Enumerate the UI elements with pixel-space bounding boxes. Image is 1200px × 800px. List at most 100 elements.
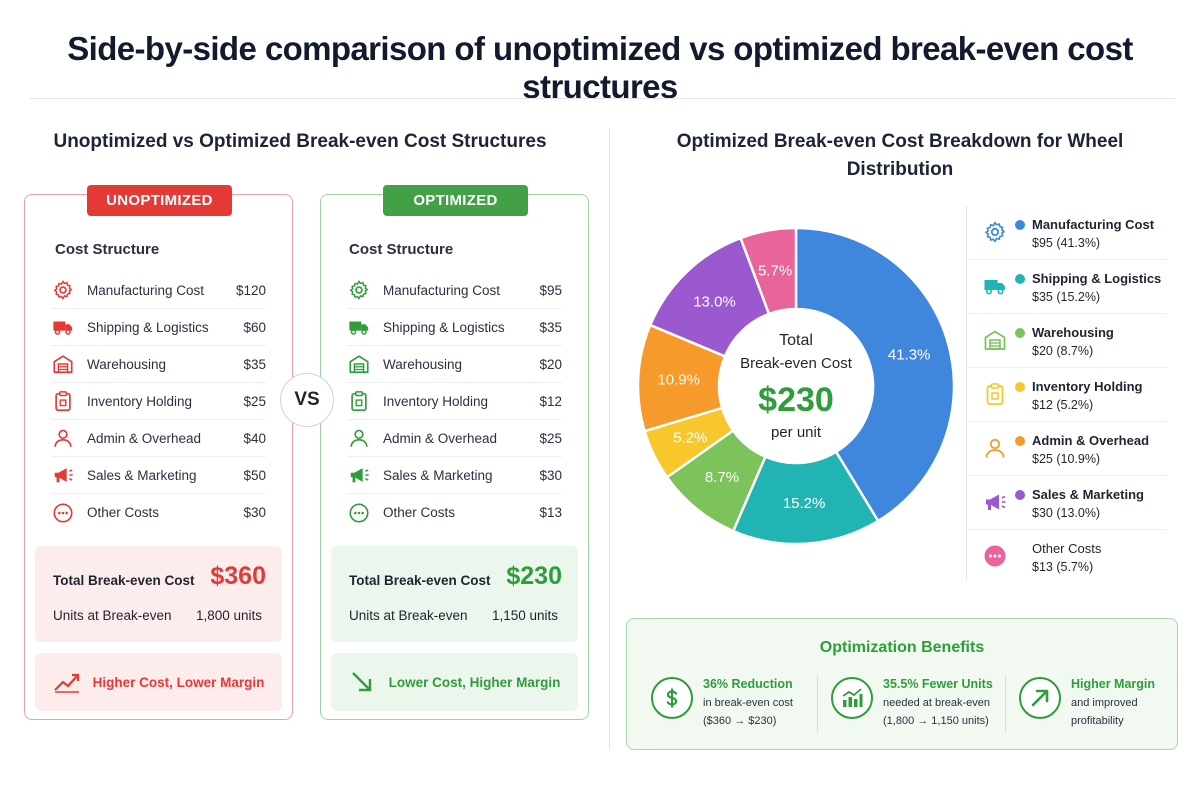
cost-row-value: $30 [539,467,562,483]
gear-icon [347,278,371,302]
legend-value: $95 (41.3%) [1032,236,1101,250]
unoptimized-verdict: Higher Cost, Lower Margin [35,653,282,711]
slice-label: 5.7% [758,262,792,279]
cost-row: Inventory Holding $12 [347,383,562,420]
benefit-detail: needed at break-even [883,697,991,709]
unoptimized-cost-rows: Manufacturing Cost $120 Shipping & Logisti… [51,272,266,531]
truck-icon [347,315,371,339]
megaphone-icon [347,463,371,487]
comparison-title: Unoptimized vs Optimized Break-even Cost… [53,131,547,152]
cost-row-label: Inventory Holding [87,393,193,409]
cost-row-value: $60 [243,319,266,335]
total-value: $230 [506,562,562,590]
cost-row-value: $40 [243,430,266,446]
legend-swatch [1015,328,1025,338]
benefit-heading: Higher Margin [1071,677,1156,691]
vs-circle: VS [280,373,334,427]
trend-down-icon [351,672,371,692]
total-value: $360 [210,562,266,590]
cost-row: Other Costs $30 [51,494,266,531]
title-divider [30,98,1175,99]
legend-swatch [1015,490,1025,500]
legend-name: Sales & Marketing [1032,487,1144,502]
benefit-detail: profitability [1071,715,1124,727]
cost-row-value: $35 [243,356,266,372]
center-value: $230 [758,381,834,419]
benefit-item: 36% Reduction in break-even cost ($360 → $… [651,673,811,737]
warehouse-icon [51,352,75,376]
trend-up-icon [53,673,79,693]
legend-item: Warehousing $20 (8.7%) [967,314,1167,368]
cost-row: Warehousing $20 [347,346,562,383]
benefit-detail: and improved [1071,697,1138,709]
legend-name: Other Costs [1032,541,1102,556]
warehouse-icon [983,328,1007,352]
cost-structure-label: Cost Structure [55,241,160,258]
dollar-icon [651,677,693,719]
megaphone-icon [983,490,1007,514]
legend-name: Manufacturing Cost [1032,217,1155,232]
unoptimized-badge: UNOPTIMIZED [87,185,232,216]
legend-name: Inventory Holding [1032,379,1143,394]
optimized-card: OPTIMIZED Cost Structure Manufacturing C… [320,185,589,720]
cost-row-value: $13 [539,505,562,520]
center-label-per-unit: per unit [771,424,822,441]
cost-row: Inventory Holding $25 [51,383,266,420]
optimized-badge: OPTIMIZED [383,185,528,216]
legend-name: Warehousing [1032,325,1114,340]
benefit-detail: in break-even cost [703,697,793,709]
person-icon [347,426,371,450]
legend-swatch [1015,436,1025,446]
legend-item: Manufacturing Cost $95 (41.3%) [967,206,1167,260]
chart-legend: Manufacturing Cost $95 (41.3%) Shipping & … [966,206,1167,580]
bar-chart-icon [831,677,873,719]
cost-row-value: $50 [243,467,266,483]
legend-swatch [1015,382,1025,392]
warehouse-icon [347,352,371,376]
cost-row-label: Warehousing [383,356,463,372]
cost-row-label: Inventory Holding [383,393,489,409]
legend-swatch [1015,220,1025,230]
cost-row-label: Admin & Overhead [383,430,498,446]
benefit-item: Higher Margin and improved profitability [1019,673,1179,737]
cost-row-label: Manufacturing Cost [383,282,501,298]
benefit-heading: 36% Reduction [703,677,793,691]
cost-row-label: Other Costs [383,505,456,520]
clipboard-icon [51,389,75,413]
truck-icon [51,315,75,339]
cost-row-label: Manufacturing Cost [87,282,205,298]
benefits-title: Optimization Benefits [819,639,985,656]
cost-row: Sales & Marketing $50 [51,457,266,494]
cost-row-value: $25 [539,430,562,446]
benefit-item: 35.5% Fewer Units needed at break-even (1,… [831,673,993,737]
legend-item: Admin & Overhead $25 (10.9%) [967,422,1167,476]
dots-icon [983,544,1007,568]
slice-label: 8.7% [705,469,739,486]
cost-row-label: Admin & Overhead [87,430,202,446]
total-label: Total Break-even Cost [53,573,195,588]
optimized-cost-rows: Manufacturing Cost $95 Shipping & Logistic… [347,272,562,531]
legend-swatch [1015,274,1025,284]
cost-row-label: Shipping & Logistics [87,319,209,335]
legend-value: $12 (5.2%) [1032,398,1094,412]
units-label: Units at Break-even [53,608,172,623]
chart-title-text: Optimized Break-even Cost Breakdown for … [676,131,1124,180]
legend-value: $25 (10.9%) [1032,452,1101,466]
legend-item: Inventory Holding $12 (5.2%) [967,368,1167,422]
cost-row: Manufacturing Cost $120 [51,272,266,309]
cost-row-value: $35 [539,319,562,335]
cost-row: Admin & Overhead $40 [51,420,266,457]
legend-item: Shipping & Logistics $35 (15.2%) [967,260,1167,314]
legend-value: $13 (5.7%) [1032,560,1094,574]
legend-item: Other Costs $13 (5.7%) [967,530,1167,584]
gear-icon [51,278,75,302]
cost-row-value: $95 [539,282,562,298]
unoptimized-total-box: Total Break-even Cost $360 Units at Brea… [35,546,282,642]
dots-icon [51,501,75,525]
units-value: 1,800 units [195,608,262,623]
legend-value: $20 (8.7%) [1032,344,1094,358]
units-value: 1,150 units [491,608,558,623]
clipboard-icon [347,389,371,413]
center-label-break-even: Break-even Cost [740,355,853,372]
slice-label: 10.9% [657,372,700,389]
